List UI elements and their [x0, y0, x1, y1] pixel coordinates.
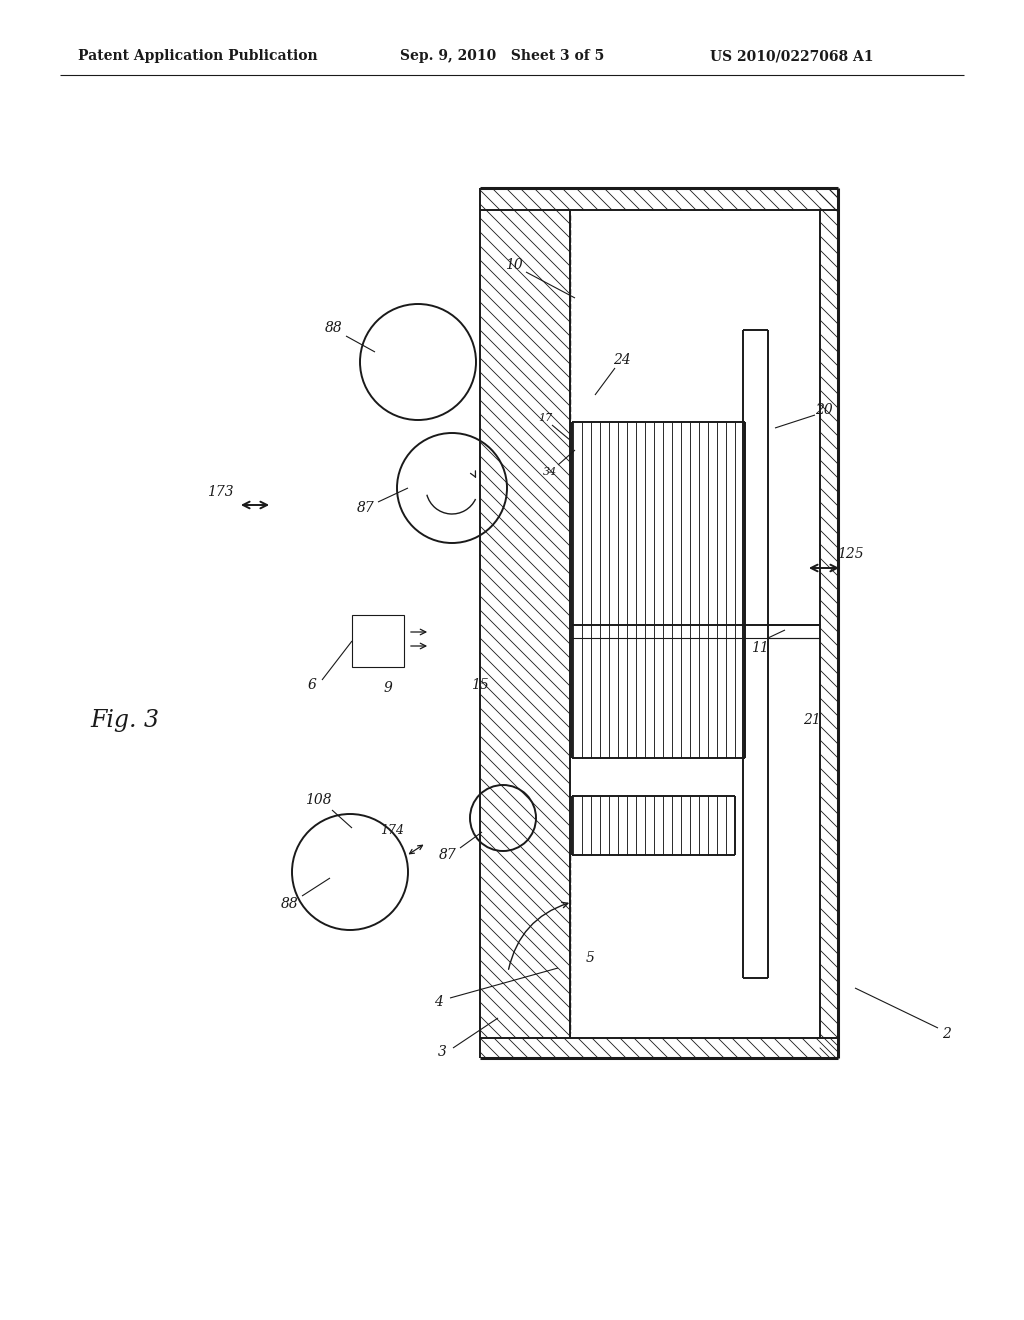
Text: 3: 3: [437, 1045, 446, 1059]
Text: 87: 87: [357, 502, 375, 515]
Text: 4: 4: [433, 995, 442, 1008]
Text: 6: 6: [307, 678, 316, 692]
Text: Patent Application Publication: Patent Application Publication: [78, 49, 317, 63]
Text: 11: 11: [752, 642, 769, 655]
Text: 2: 2: [941, 1027, 950, 1041]
Text: 15: 15: [471, 678, 488, 692]
Text: 174: 174: [380, 824, 404, 837]
Text: Sep. 9, 2010   Sheet 3 of 5: Sep. 9, 2010 Sheet 3 of 5: [400, 49, 604, 63]
Text: 34: 34: [543, 467, 557, 477]
Text: 125: 125: [837, 546, 863, 561]
Text: US 2010/0227068 A1: US 2010/0227068 A1: [710, 49, 873, 63]
Bar: [352, 615, 404, 667]
Text: 21: 21: [803, 713, 821, 727]
Text: 20: 20: [815, 403, 833, 417]
Text: 10: 10: [505, 257, 523, 272]
Text: 88: 88: [282, 898, 299, 911]
Text: 87: 87: [439, 847, 457, 862]
Text: 173: 173: [207, 484, 233, 499]
Text: 24: 24: [613, 352, 631, 367]
Text: 9: 9: [384, 681, 392, 696]
Text: 108: 108: [305, 793, 332, 807]
Text: 5: 5: [586, 950, 595, 965]
Text: Fig. 3: Fig. 3: [90, 709, 160, 731]
Text: 88: 88: [326, 321, 343, 335]
Text: 17: 17: [538, 413, 552, 422]
